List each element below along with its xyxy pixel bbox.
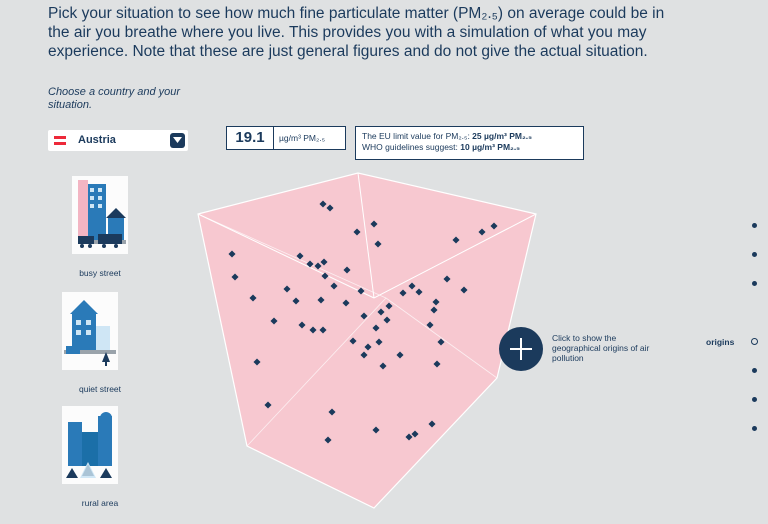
particle-dot	[490, 222, 498, 230]
eu-limit-label: The EU limit value for PM₂.₅:	[362, 131, 473, 141]
particle-dot	[360, 312, 368, 320]
situation-label: rural area	[81, 498, 119, 508]
particle-dot	[375, 338, 383, 346]
particle-dot	[372, 324, 380, 332]
particle-dot	[357, 287, 365, 295]
particle-dot	[349, 337, 357, 345]
who-guideline-label: WHO guidelines suggest:	[362, 142, 461, 152]
particle-dot	[298, 321, 306, 329]
particle-dot	[321, 272, 329, 280]
particle-dot	[443, 275, 451, 283]
particle-dot	[411, 430, 419, 438]
particle-dot	[319, 326, 327, 334]
particle-dot	[231, 273, 239, 281]
side-nav-dot-active[interactable]	[751, 338, 758, 345]
show-origins-button[interactable]	[499, 327, 543, 371]
particle-dot	[452, 236, 460, 244]
particle-dot	[385, 302, 393, 310]
situation-busy-street[interactable]: busy street	[40, 176, 160, 278]
particle-dot	[264, 401, 272, 409]
particle-dot	[399, 289, 407, 297]
particle-dot	[270, 317, 278, 325]
particle-dot	[317, 296, 325, 304]
particle-dot	[292, 297, 300, 305]
side-nav-dot[interactable]	[752, 252, 757, 257]
pm-value-number: 19.1	[227, 127, 274, 149]
particle-dot	[415, 288, 423, 296]
side-nav-active-label: origins	[706, 337, 735, 347]
side-nav-dot[interactable]	[752, 397, 757, 402]
particle-dot	[319, 200, 327, 208]
particle-dot	[379, 362, 387, 370]
particle-dot	[405, 433, 413, 441]
particle-dot	[328, 408, 336, 416]
particle-group	[228, 200, 498, 444]
particle-dot	[460, 286, 468, 294]
situation-rural-area[interactable]: rural area	[40, 406, 160, 508]
particle-dot	[296, 252, 304, 260]
side-nav-dot[interactable]	[752, 281, 757, 286]
particle-dot	[306, 260, 314, 268]
side-nav-dot[interactable]	[752, 368, 757, 373]
particle-dot	[428, 420, 436, 428]
side-nav-dot[interactable]	[752, 426, 757, 431]
eu-limit-value: 25 µg/m³ PM₂.₅	[472, 131, 532, 141]
particle-dot	[326, 204, 334, 212]
busy-street-icon	[72, 176, 128, 254]
particle-dot	[408, 282, 416, 290]
particle-dot	[249, 294, 257, 302]
particle-dot	[320, 258, 328, 266]
particle-dot	[396, 351, 404, 359]
who-guideline-value: 10 µg/m³ PM₂.₅	[460, 142, 521, 152]
limits-info: The EU limit value for PM₂.₅: 25 µg/m³ P…	[355, 126, 584, 160]
particle-dot	[228, 250, 236, 258]
side-nav-dot[interactable]	[752, 223, 757, 228]
particle-dot	[330, 282, 338, 290]
particle-dot	[353, 228, 361, 236]
particle-dot	[314, 262, 322, 270]
particle-dot	[283, 285, 291, 293]
particle-dot	[342, 299, 350, 307]
country-name: Austria	[78, 134, 116, 146]
intro-text: Pick your situation to see how much fine…	[48, 5, 665, 60]
particle-dot	[324, 436, 332, 444]
particle-dot	[437, 338, 445, 346]
austria-flag-icon	[54, 136, 66, 145]
particle-dot	[377, 308, 385, 316]
particle-dot	[426, 321, 434, 329]
particle-dot	[309, 326, 317, 334]
particle-dot	[364, 343, 372, 351]
particle-dot	[374, 240, 382, 248]
particle-dot	[343, 266, 351, 274]
pm-value-display: 19.1 µg/m³ PM₂.₅	[226, 126, 346, 150]
particle-dot	[478, 228, 486, 236]
choose-country-label: Choose a country and your situation.	[48, 86, 181, 111]
particle-dot	[383, 316, 391, 324]
particle-dot	[253, 358, 261, 366]
particle-dot	[360, 351, 368, 359]
country-select[interactable]: Austria	[48, 130, 188, 151]
particle-dot	[370, 220, 378, 228]
particle-dot	[432, 298, 440, 306]
origins-button-text: Click to show the geographical origins o…	[552, 333, 650, 363]
rural-area-icon	[62, 406, 118, 484]
particle-dot	[372, 426, 380, 434]
pm-value-unit: µg/m³ PM₂.₅	[279, 133, 326, 143]
situation-quiet-street[interactable]: quiet street	[40, 292, 160, 394]
situation-label: quiet street	[78, 384, 122, 394]
chevron-down-icon[interactable]	[170, 133, 185, 148]
particle-dot	[430, 306, 438, 314]
particle-dot	[433, 360, 441, 368]
quiet-street-icon	[62, 292, 118, 370]
situation-label: busy street	[79, 268, 121, 278]
